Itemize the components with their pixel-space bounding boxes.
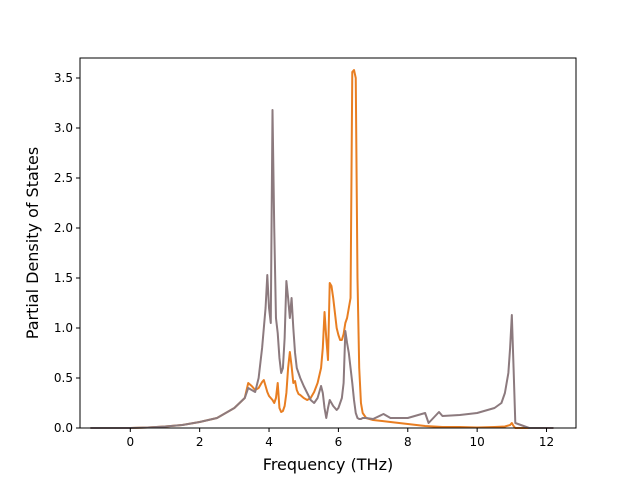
y-tick-label: 3.5 bbox=[54, 71, 73, 85]
series-layer bbox=[90, 69, 554, 429]
y-tick-label: 3.0 bbox=[54, 121, 73, 135]
x-tick-label: 8 bbox=[404, 435, 412, 449]
x-tick-label: 2 bbox=[196, 435, 204, 449]
y-axis-label: Partial Density of States bbox=[23, 147, 42, 339]
x-axis-label: Frequency (THz) bbox=[263, 455, 393, 474]
y-tick-label: 1.5 bbox=[54, 271, 73, 285]
x-tick-label: 4 bbox=[265, 435, 273, 449]
x-tick-label: 6 bbox=[335, 435, 343, 449]
y-axis-ticks: 0.0 0.5 1.0 1.5 2.0 2.5 3.0 3.5 bbox=[54, 71, 80, 435]
x-tick-label: 10 bbox=[470, 435, 485, 449]
plot-frame bbox=[79, 57, 577, 429]
y-tick-label: 0.0 bbox=[54, 421, 73, 435]
series-line-1 bbox=[90, 69, 554, 429]
y-tick-label: 2.0 bbox=[54, 221, 73, 235]
y-tick-label: 2.5 bbox=[54, 171, 73, 185]
x-tick-label: 12 bbox=[539, 435, 554, 449]
series-line-2 bbox=[90, 109, 554, 429]
y-tick-label: 1.0 bbox=[54, 321, 73, 335]
x-axis-ticks: 0 2 4 6 8 10 12 bbox=[126, 428, 554, 449]
x-tick-label: 0 bbox=[126, 435, 134, 449]
y-tick-label: 0.5 bbox=[54, 371, 73, 385]
